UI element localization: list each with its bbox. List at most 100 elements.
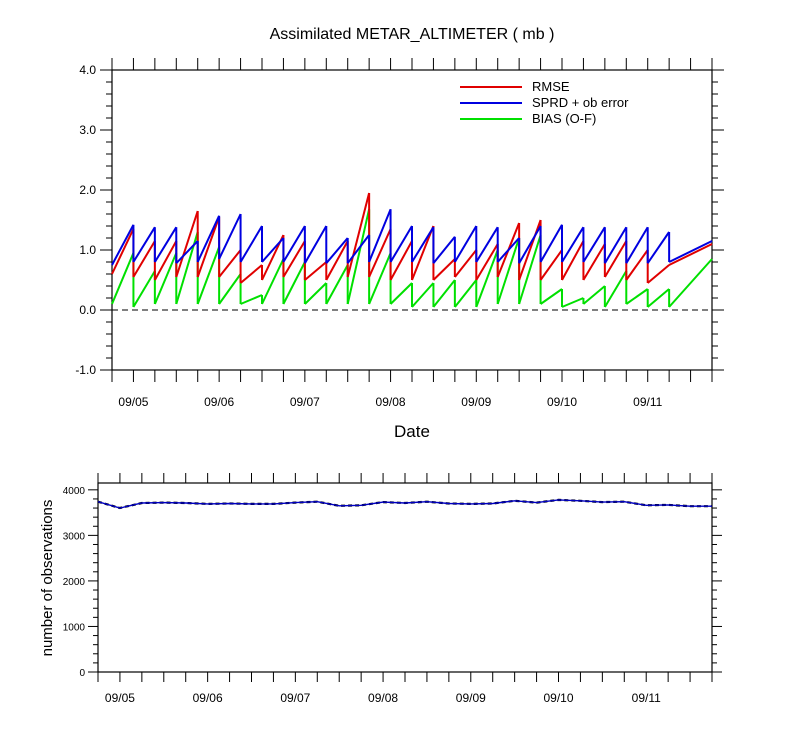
series-line-segment bbox=[475, 243, 499, 281]
x-tick-label: 09/07 bbox=[290, 395, 320, 409]
series-line-segment bbox=[582, 243, 606, 281]
y-tick-label: 0.0 bbox=[79, 303, 96, 317]
y-tick-label: 3.0 bbox=[79, 123, 96, 137]
bottom-y-tick-label: 0 bbox=[79, 668, 85, 679]
top-plot-frame bbox=[111, 69, 713, 371]
series-line-segment bbox=[196, 215, 221, 263]
bottom-y-tick-label: 4000 bbox=[63, 486, 86, 497]
bottom-x-tick-label: 09/05 bbox=[105, 691, 135, 705]
series-line-segment bbox=[432, 258, 456, 281]
series-line-segment bbox=[604, 240, 628, 278]
x-tick-label: 09/05 bbox=[118, 395, 148, 409]
series-line-segment bbox=[346, 234, 370, 264]
x-tick-label: 09/11 bbox=[633, 395, 662, 409]
series-line-segment bbox=[325, 240, 349, 281]
legend-label: SPRD + ob error bbox=[532, 95, 629, 110]
series-line-segment bbox=[668, 243, 713, 266]
series-line-segment bbox=[261, 237, 285, 263]
series-line-segment bbox=[218, 273, 242, 305]
series-line-segment bbox=[196, 216, 221, 278]
series-line-segment bbox=[325, 264, 349, 305]
series-line-segment bbox=[240, 294, 263, 305]
series-line-segment bbox=[432, 236, 456, 264]
series-line-segment bbox=[454, 249, 478, 278]
series-line-segment bbox=[389, 225, 413, 263]
series-line-segment bbox=[111, 228, 135, 275]
series-line-segment bbox=[175, 240, 199, 264]
y-tick-label: 4.0 bbox=[79, 63, 96, 77]
series-line-segment bbox=[261, 258, 285, 305]
series-line-segment bbox=[539, 249, 563, 281]
series-line-segment bbox=[282, 261, 306, 305]
series-line-segment bbox=[111, 224, 135, 266]
series-line-segment bbox=[132, 226, 156, 263]
series-line-segment bbox=[454, 225, 478, 263]
series-line-segment bbox=[561, 240, 585, 281]
series-line-segment bbox=[111, 252, 135, 305]
legend-label: BIAS (O-F) bbox=[532, 111, 596, 126]
series-line-segment bbox=[346, 208, 371, 305]
chart-title: Assimilated METAR_ALTIMETER ( mb ) bbox=[270, 26, 555, 43]
series-line-segment bbox=[496, 237, 520, 263]
top-plot: -1.0 0.0 1.0 2.0 3.0 4.0 09/05 09/06 09/07 09/08 0… bbox=[75, 58, 724, 409]
series-line-segment bbox=[539, 224, 563, 263]
legend-label: RMSE bbox=[532, 79, 570, 94]
series-line-segment bbox=[282, 225, 306, 263]
bottom-x-tick-label: 09/11 bbox=[632, 691, 661, 705]
series-line-segment bbox=[647, 264, 670, 284]
series-line-segment bbox=[132, 270, 156, 308]
series-sprd-ob-error bbox=[111, 208, 713, 266]
bottom-y-tick-label: 2000 bbox=[63, 577, 86, 588]
series-line-segment bbox=[389, 240, 413, 281]
series-line-segment bbox=[411, 226, 435, 263]
series-line-segment bbox=[411, 282, 435, 308]
x-tick-label: 09/10 bbox=[547, 395, 577, 409]
series-line-segment bbox=[346, 192, 371, 278]
x-tick-label: 09/08 bbox=[376, 395, 406, 409]
bottom-plot-frame bbox=[97, 482, 713, 673]
bottom-x-tick-label: 09/06 bbox=[193, 691, 223, 705]
series-line-segment bbox=[218, 213, 242, 260]
y-tick-label: 1.0 bbox=[79, 243, 96, 257]
bottom-x-tick-label: 09/09 bbox=[456, 691, 486, 705]
bottom-plot: 0 1000 2000 3000 4000 09/05 09/06 09/07 09/08 09/… bbox=[63, 473, 722, 705]
series-line-segment bbox=[432, 279, 456, 308]
series-line-segment bbox=[368, 228, 392, 278]
series-line-segment bbox=[411, 225, 435, 281]
y-axis-label-observations: number of observations bbox=[39, 500, 56, 657]
x-tick-label: 09/09 bbox=[461, 395, 491, 409]
series-line-segment bbox=[561, 297, 584, 308]
bottom-y-tick-label: 3000 bbox=[63, 531, 86, 542]
series-line-segment bbox=[239, 225, 263, 263]
series-line-segment bbox=[475, 249, 499, 308]
series-line-segment bbox=[389, 282, 413, 305]
series-line-segment bbox=[625, 288, 649, 305]
series-line-segment bbox=[668, 240, 713, 263]
x-tick-label: 09/06 bbox=[204, 395, 234, 409]
series-line-segment bbox=[647, 288, 670, 308]
series-line-segment bbox=[325, 237, 349, 264]
series-line-segment bbox=[668, 258, 713, 308]
series-line-segment bbox=[475, 226, 499, 263]
bottom-x-tick-label: 09/07 bbox=[280, 691, 310, 705]
series-line-segment bbox=[582, 226, 606, 263]
bottom-y-tick-label: 1000 bbox=[63, 622, 86, 633]
series-line-segment bbox=[239, 264, 263, 284]
series-line-segment bbox=[368, 208, 392, 263]
series-line-segment bbox=[304, 282, 328, 305]
series-line-segment bbox=[304, 261, 327, 281]
series-line-segment bbox=[625, 249, 649, 281]
series-line-segment bbox=[625, 226, 649, 264]
bottom-x-tick-label: 09/08 bbox=[368, 691, 398, 705]
series-line-segment bbox=[604, 226, 628, 264]
series-line-segment bbox=[496, 237, 521, 305]
y-tick-label: 2.0 bbox=[79, 183, 96, 197]
series-line-segment bbox=[196, 246, 221, 305]
series-line-segment bbox=[561, 226, 585, 263]
series-line-segment bbox=[154, 240, 178, 281]
series-line-segment bbox=[153, 252, 178, 305]
series-line-segment bbox=[646, 231, 670, 264]
